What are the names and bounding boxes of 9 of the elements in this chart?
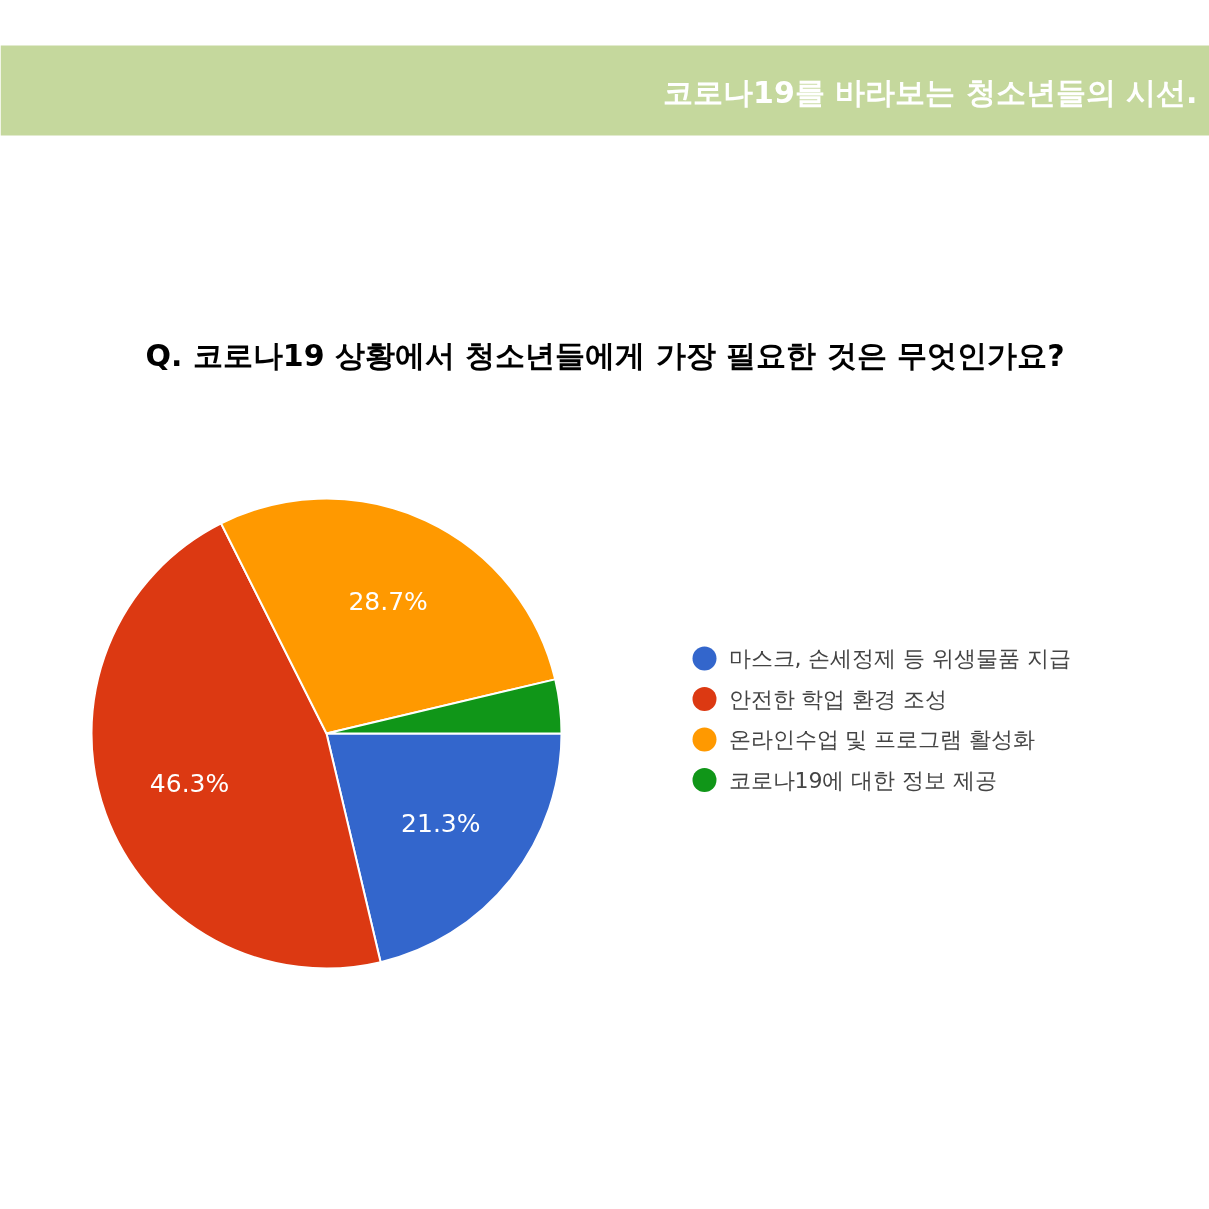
data-label: 46.3% — [149, 768, 230, 798]
legend-label: 코로나19에 대한 정보 제공 — [728, 767, 998, 793]
legend-label: 안전한 학업 환경 조성 — [728, 686, 948, 712]
legend-label: 온라인수업 및 프로그램 활성화 — [728, 727, 1036, 752]
chart-title: Q. 코로나19 상황에서 청소년들에게 가장 필요한 것은 무엇인가요? — [145, 338, 1065, 373]
legend-label: 마스크, 손세정제 등 위생물품 지급 — [728, 646, 1072, 671]
text: 코로나19를 바라보는 청소년들의 시선. — [663, 75, 1198, 110]
data-label: 21.3% — [401, 809, 481, 839]
data-label: 28.7% — [348, 586, 428, 616]
